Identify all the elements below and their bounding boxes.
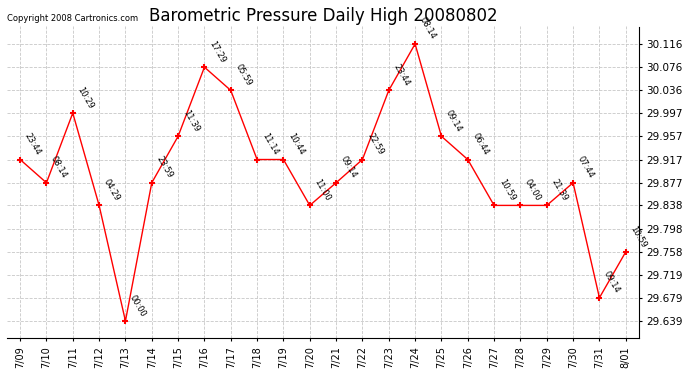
Text: 09:14: 09:14 — [602, 270, 622, 295]
Text: 08:14: 08:14 — [418, 16, 437, 41]
Text: 08:14: 08:14 — [49, 155, 69, 180]
Text: 11:14: 11:14 — [260, 132, 279, 157]
Text: 04:00: 04:00 — [523, 177, 543, 203]
Text: 04:29: 04:29 — [102, 177, 121, 203]
Text: 09:14: 09:14 — [444, 108, 464, 134]
Text: 00:00: 00:00 — [128, 293, 148, 318]
Text: 22:59: 22:59 — [365, 132, 385, 157]
Text: 10:59: 10:59 — [629, 224, 648, 249]
Text: 17:29: 17:29 — [207, 39, 227, 64]
Text: 23:44: 23:44 — [391, 63, 411, 88]
Text: 11:39: 11:39 — [181, 108, 201, 134]
Text: 11:00: 11:00 — [313, 177, 332, 203]
Text: 23:59: 23:59 — [155, 155, 175, 180]
Text: 10:44: 10:44 — [286, 132, 306, 157]
Title: Barometric Pressure Daily High 20080802: Barometric Pressure Daily High 20080802 — [148, 7, 497, 25]
Text: 05:59: 05:59 — [233, 63, 253, 88]
Text: 09:14: 09:14 — [339, 155, 359, 180]
Text: 06:44: 06:44 — [471, 132, 491, 157]
Text: 10:59: 10:59 — [497, 177, 517, 203]
Text: 07:44: 07:44 — [576, 155, 595, 180]
Text: 23:44: 23:44 — [23, 132, 43, 157]
Text: Copyright 2008 Cartronics.com: Copyright 2008 Cartronics.com — [7, 14, 138, 23]
Text: 10:29: 10:29 — [75, 85, 95, 110]
Text: 21:39: 21:39 — [549, 177, 569, 203]
